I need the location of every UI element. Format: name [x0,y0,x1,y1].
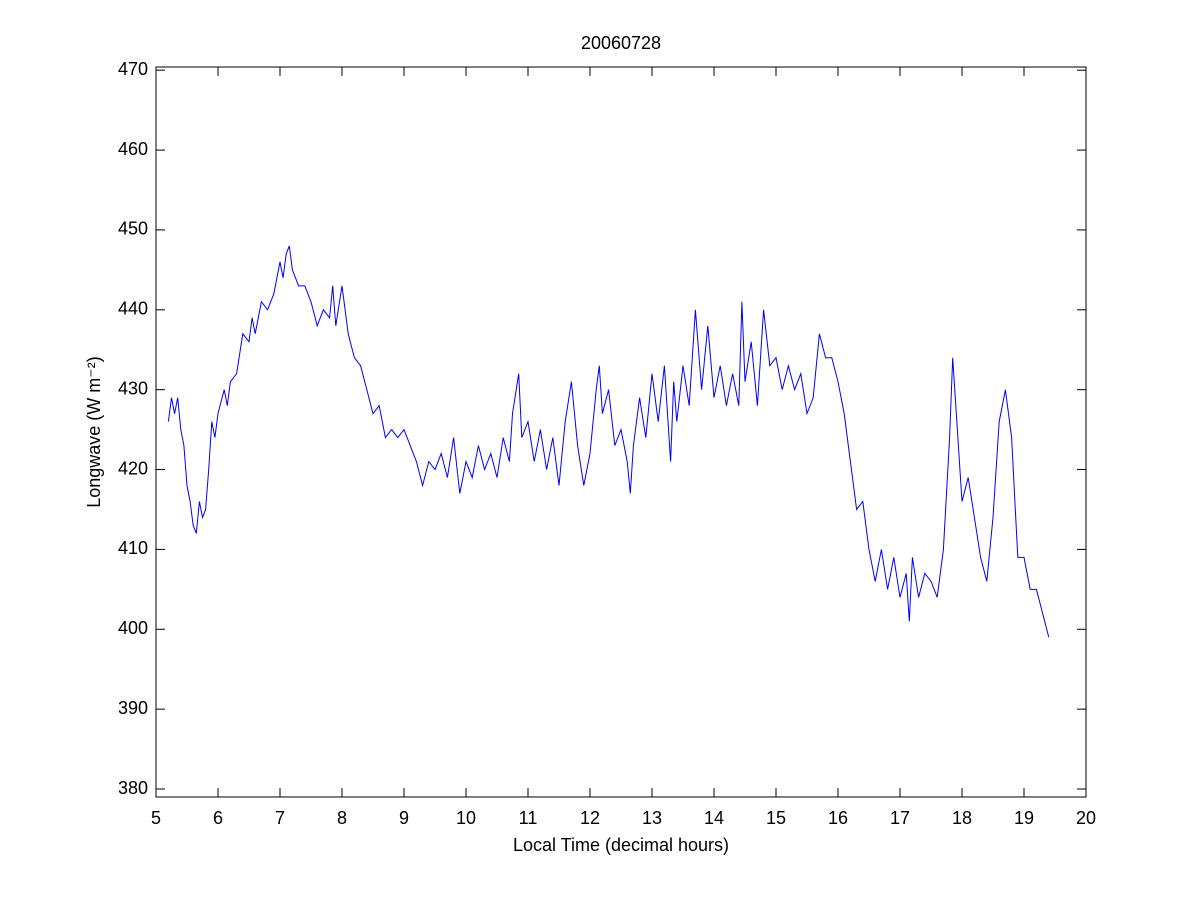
y-tick-label: 410 [118,538,148,558]
x-axis-label: Local Time (decimal hours) [513,835,729,855]
x-tick-label: 14 [704,808,724,828]
x-tick-label: 19 [1014,808,1034,828]
x-tick-label: 5 [151,808,161,828]
x-tick-label: 7 [275,808,285,828]
y-tick-label: 430 [118,378,148,398]
x-tick-label: 8 [337,808,347,828]
x-tick-label: 15 [766,808,786,828]
x-tick-label: 16 [828,808,848,828]
plot-frame [155,66,1087,798]
y-tick-label: 420 [118,458,148,478]
x-tick-label: 17 [890,808,910,828]
data-line [167,245,1050,638]
y-tick-label: 400 [118,618,148,638]
x-tick-label: 18 [952,808,972,828]
y-tick-label: 470 [118,59,148,79]
x-tick-label: 20 [1076,808,1096,828]
x-tick-label: 11 [519,808,538,828]
y-tick-label: 440 [118,299,148,319]
y-tick-label: 460 [118,139,148,159]
y-tick-label: 450 [118,219,148,239]
x-tick-label: 9 [399,808,409,828]
x-tick-label: 12 [580,808,600,828]
chart-title: 20060728 [581,33,661,53]
x-tick-label: 10 [456,808,476,828]
x-tick-label: 13 [642,808,662,828]
x-tick-label: 6 [213,808,223,828]
y-tick-label: 390 [118,698,148,718]
y-axis-label: Longwave (W m⁻²) [84,356,104,508]
y-tick-label: 380 [118,778,148,798]
